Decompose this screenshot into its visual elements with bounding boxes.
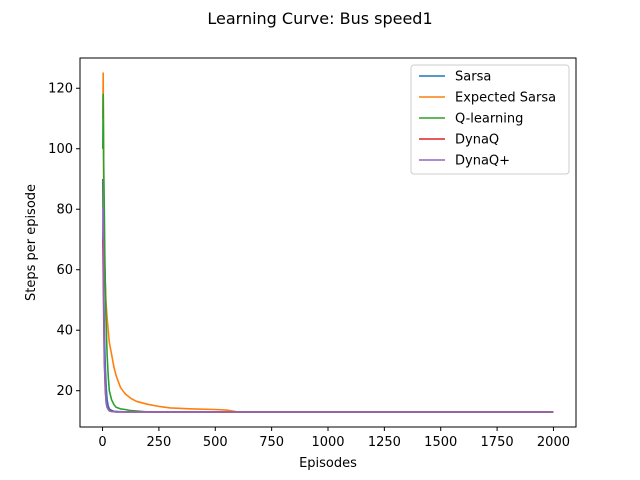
y-tick-label: 120 (48, 82, 73, 97)
series-line-dynaq- (102, 208, 554, 413)
legend-label: Sarsa (455, 70, 491, 85)
legend-label: DynaQ (455, 133, 499, 148)
x-tick-label: 1000 (311, 435, 344, 450)
legend-label: Q-learning (455, 112, 523, 127)
legend-label: Expected Sarsa (455, 91, 556, 106)
y-tick-label: 20 (56, 384, 73, 399)
plot-area: 0 250 500 750 1000 1250 1500 1750 2000 20 40 60 80 1… (48, 57, 577, 450)
y-tick-label: 40 (56, 324, 73, 339)
y-axis: 20 40 60 80 100 120 (48, 82, 80, 399)
x-axis: 0 250 500 750 1000 1250 1500 1750 2000 (98, 427, 570, 450)
legend-box (410, 64, 570, 175)
x-tick-label: 750 (259, 435, 284, 450)
x-tick-label: 1500 (424, 435, 457, 450)
x-tick-label: 2000 (537, 435, 570, 450)
legend: Sarsa Expected Sarsa Q-learning DynaQ DynaQ+ (410, 64, 570, 175)
x-tick-label: 500 (203, 435, 228, 450)
y-tick-label: 60 (56, 263, 73, 278)
y-axis-label: Steps per episode (24, 184, 39, 301)
x-axis-label: Episodes (299, 456, 357, 471)
y-tick-label: 100 (48, 142, 73, 157)
x-tick-label: 0 (98, 435, 106, 450)
chart-title: Learning Curve: Bus speed1 (207, 9, 432, 28)
legend-label: DynaQ+ (455, 154, 510, 169)
x-tick-label: 250 (146, 435, 171, 450)
x-tick-label: 1750 (481, 435, 514, 450)
x-tick-label: 1250 (368, 435, 401, 450)
series-layer (102, 72, 554, 413)
y-tick-label: 80 (56, 203, 73, 218)
